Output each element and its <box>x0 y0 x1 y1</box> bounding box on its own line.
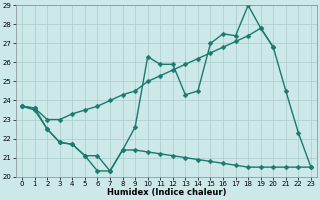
X-axis label: Humidex (Indice chaleur): Humidex (Indice chaleur) <box>107 188 226 197</box>
